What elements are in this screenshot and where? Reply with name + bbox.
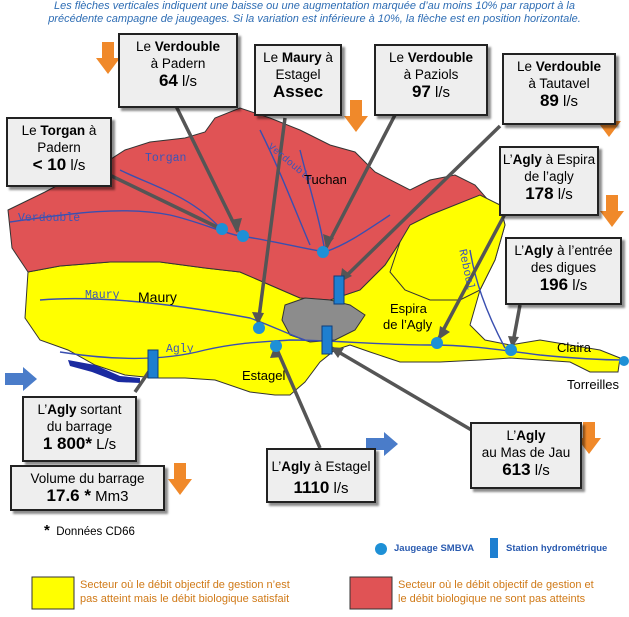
river-maury — [39, 298, 306, 341]
river-tributary-north — [299, 149, 326, 253]
place-label-torreilles: Torreilles — [567, 377, 620, 392]
box-agly-espira: L’Agly à Espira de l’agly 178 l/s — [499, 146, 599, 216]
box-verdouble-padern: Le Verdouble à Padern 64 l/s — [118, 33, 238, 108]
station-tautavel — [333, 275, 345, 305]
box-volume-barrage: Volume du barrage 17.6 * Mm3 — [10, 465, 165, 511]
box-torgan-padern: Le Torgan à Padern < 10 l/s — [6, 117, 112, 187]
box-maury-estagel: Le Maury à Estagel Assec — [254, 44, 342, 116]
trend-arrows — [5, 42, 624, 495]
place-label-maury: Maury — [138, 289, 177, 305]
box-verdouble-tautavel: Le Verdouble à Tautavel 89 l/s — [502, 53, 616, 125]
header-note-line1: Les flèches verticales indiquent une bai… — [54, 0, 575, 12]
arrow-down-icon — [344, 100, 368, 132]
legend-yellow-swatch — [31, 576, 75, 610]
river-reboul — [469, 249, 506, 349]
legend-station-label: Station hydrométrique — [506, 543, 608, 554]
reservoir — [68, 360, 140, 383]
legend-yellow-text: Secteur où le débit objectif de gestion … — [80, 579, 290, 605]
legend-red-swatch — [349, 576, 393, 610]
hydro-stations — [147, 275, 345, 379]
legend-station-icon — [490, 538, 498, 558]
arrow-right-icon — [5, 367, 37, 391]
arrow-down-icon — [96, 42, 120, 74]
legend-dot-icon — [375, 543, 387, 555]
gauge-dot-verdouble-padern — [237, 230, 249, 242]
place-label-estagel: Estagel — [242, 368, 286, 383]
box-agly-masdejau: L’Agly au Mas de Jau 613 l/s — [470, 422, 582, 489]
pointer-lines — [94, 103, 522, 449]
place-label-espira: Espira — [390, 301, 427, 316]
box-agly-estagel: L’Agly à Estagel 1110 l/s — [266, 448, 376, 503]
gauge-dot-digues — [505, 344, 517, 356]
header-note: Les flèches verticales indiquent une bai… — [0, 0, 629, 26]
legend-red-text: Secteur où le débit objectif de gestion … — [398, 579, 594, 605]
place-label-claira: Claira — [557, 340, 591, 355]
river-label-agly: Agly — [166, 343, 194, 356]
river-tributary-2 — [259, 129, 311, 246]
station-masdejau — [321, 325, 333, 355]
station-barrage — [147, 349, 159, 379]
box-verdouble-paziols: Le Verdouble à Paziols 97 l/s — [374, 44, 488, 116]
river-label-torgan: Torgan — [145, 152, 187, 165]
header-note-line2: précédente campagne de jaugeages. Si la … — [48, 13, 581, 25]
arrow-down-icon — [600, 195, 624, 227]
red-sector — [7, 107, 502, 301]
gauge-dot-torreilles — [619, 356, 629, 366]
gauge-dot-estagel — [270, 340, 282, 352]
box-agly-digues: L’Agly à l’entrée des digues 196 l/s — [505, 237, 622, 305]
yellow-sector-east — [389, 194, 506, 301]
box-agly-barrage: L’Agly sortant du barrage 1 800* L/s — [22, 396, 137, 462]
pointer-heads — [230, 218, 519, 358]
river-torgan — [119, 169, 221, 229]
grey-zone — [281, 297, 366, 343]
arrow-down-icon — [168, 463, 192, 495]
river-agly-main — [59, 339, 626, 361]
gauge-dot-maury — [253, 322, 265, 334]
gauging-dots — [216, 223, 629, 366]
river-label-verdouble: Verdouble — [18, 212, 81, 225]
place-label-espira-2: de l’Agly — [383, 317, 433, 332]
river-network — [9, 129, 626, 361]
gauge-dot-paziols — [317, 246, 329, 258]
legend-jaugeage-label: Jaugeage SMBVA — [394, 543, 475, 554]
footnote: * Données CD66 — [44, 522, 135, 539]
river-label-maury: Maury — [85, 289, 120, 302]
gauge-dot-torgan — [216, 223, 228, 235]
arrow-down-icon — [577, 422, 601, 454]
place-label-tuchan: Tuchan — [304, 172, 347, 187]
gauge-dot-espira — [431, 337, 443, 349]
